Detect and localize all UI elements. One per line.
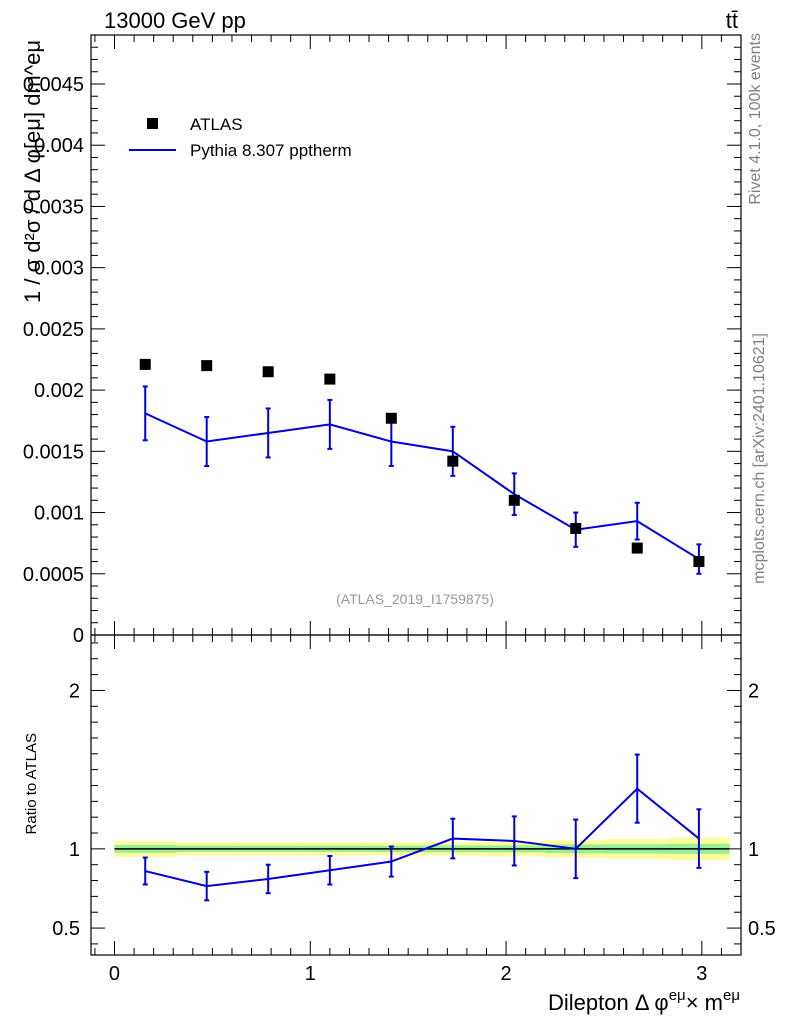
atlas-data-point bbox=[139, 358, 151, 370]
main-y-tick-label: 0.0045 bbox=[23, 74, 84, 96]
legend-atlas-marker bbox=[147, 118, 158, 129]
legend-atlas-label: ATLAS bbox=[190, 115, 243, 134]
title-right: tt̄ bbox=[726, 8, 738, 33]
title-left: 13000 GeV pp bbox=[104, 8, 246, 33]
x-tick-labels: 0 1 2 3 bbox=[109, 963, 707, 985]
main-y-tick-label: 0.004 bbox=[34, 135, 84, 157]
ratio-uncertainty-band bbox=[114, 837, 730, 860]
watermark: (ATLAS_2019_I1759875) bbox=[336, 591, 494, 607]
x-axis-label-mid: × m bbox=[686, 990, 723, 1015]
main-y-tick-label: 0.0035 bbox=[23, 196, 84, 218]
x-tick-label: 3 bbox=[696, 963, 707, 985]
ratio-mc-line bbox=[144, 787, 700, 888]
x-axis-label-sup1: eμ bbox=[669, 987, 686, 1004]
ratio-y-tick-label-left: 2 bbox=[69, 680, 80, 702]
atlas-data-point bbox=[570, 522, 582, 534]
x-tick-label: 0 bbox=[109, 963, 120, 985]
ratio-y-tick-label-left: 1 bbox=[69, 839, 80, 861]
x-tick-label: 2 bbox=[500, 963, 511, 985]
ratio-y-tick-label-right: 2 bbox=[748, 680, 759, 702]
ratio-y-tick-label-left: 0.5 bbox=[52, 918, 80, 940]
atlas-data-point bbox=[201, 360, 213, 372]
ratio-y-axis-label: Ratio to ATLAS bbox=[23, 733, 40, 834]
main-y-tick-label: 0.0025 bbox=[23, 319, 84, 341]
atlas-data-point bbox=[693, 556, 705, 568]
mc-line bbox=[144, 412, 700, 560]
main-y-tick-label: 0.0005 bbox=[23, 564, 84, 586]
atlas-data-point bbox=[508, 494, 520, 506]
ratio-mc-series bbox=[142, 753, 702, 902]
ratio-y-tick-labels: 0.5 0.5 1 1 2 2 bbox=[52, 680, 776, 940]
main-y-tick-label: 0.002 bbox=[34, 380, 84, 402]
side-label-top: Rivet 4.1.0, 100k events bbox=[747, 33, 764, 205]
ratio-y-tick-label-right: 0.5 bbox=[748, 918, 776, 940]
x-axis-label-main: Dilepton Δ φ bbox=[548, 990, 669, 1015]
ratio-y-tick-label-right: 1 bbox=[748, 839, 759, 861]
legend: ATLAS Pythia 8.307 pptherm bbox=[129, 115, 352, 160]
main-y-tick-labels: 0 0.0005 0.001 0.0015 0.002 0.0025 0.003 0.0035… bbox=[23, 74, 84, 647]
legend-mc-label: Pythia 8.307 pptherm bbox=[190, 141, 352, 160]
x-axis-label: Dilepton Δ φeμ× meμ bbox=[548, 987, 740, 1015]
main-y-tick-label: 0.0015 bbox=[23, 441, 84, 463]
atlas-data-point bbox=[631, 542, 643, 554]
atlas-data-point bbox=[385, 412, 397, 424]
atlas-data-point bbox=[324, 373, 336, 385]
x-axis-label-sup2: eμ bbox=[723, 987, 740, 1004]
ratio-frame bbox=[90, 634, 742, 956]
main-y-tick-label: 0.001 bbox=[34, 503, 84, 525]
atlas-data-series bbox=[139, 358, 705, 568]
side-label-bottom: mcplots.cern.ch [arXiv:2401.10621] bbox=[751, 333, 768, 584]
atlas-data-point bbox=[447, 455, 459, 467]
main-y-tick-label: 0.003 bbox=[34, 258, 84, 280]
atlas-data-point bbox=[262, 366, 274, 378]
y-axis-label: 1 / σ d²σ / d Δ φ[eμ] dm^eμ bbox=[20, 40, 45, 303]
main-frame bbox=[90, 34, 742, 636]
mc-series bbox=[142, 385, 702, 575]
x-tick-label: 1 bbox=[305, 963, 316, 985]
axis-ticks bbox=[91, 34, 742, 955]
main-y-tick-label: 0 bbox=[73, 625, 84, 647]
